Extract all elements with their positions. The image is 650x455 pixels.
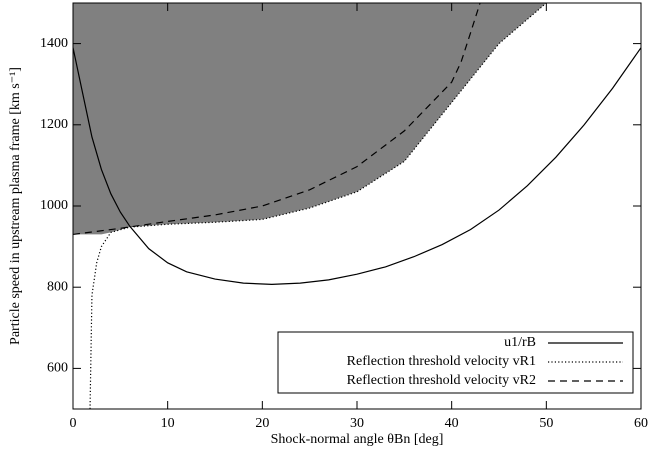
legend-label: Reflection threshold velocity vR2	[347, 373, 536, 388]
series-line	[73, 3, 481, 236]
series-line	[89, 3, 547, 409]
x-tick-label: 30	[350, 416, 364, 431]
x-tick-label: 20	[255, 416, 269, 431]
x-axis-label: Shock-normal angle θBn [deg]	[271, 432, 444, 447]
y-tick-label: 1400	[40, 36, 68, 51]
legend-box	[277, 331, 634, 394]
x-tick-label: 40	[445, 416, 459, 431]
series-line	[73, 47, 641, 285]
x-tick-label: 60	[634, 416, 648, 431]
y-tick-label: 600	[47, 361, 68, 376]
x-tick-label: 10	[161, 416, 175, 431]
y-tick-label: 800	[47, 279, 68, 294]
legend-label: Reflection threshold velocity vR1	[347, 354, 536, 369]
x-tick-label: 0	[70, 416, 77, 431]
y-tick-label: 1200	[40, 117, 68, 132]
x-tick-label: 50	[539, 416, 553, 431]
legend-label: u1/rB	[504, 335, 536, 350]
shaded-region	[73, 3, 547, 235]
y-tick-label: 1000	[40, 198, 68, 213]
y-axis-label: Particle speed in upstream plasma frame …	[8, 67, 23, 345]
